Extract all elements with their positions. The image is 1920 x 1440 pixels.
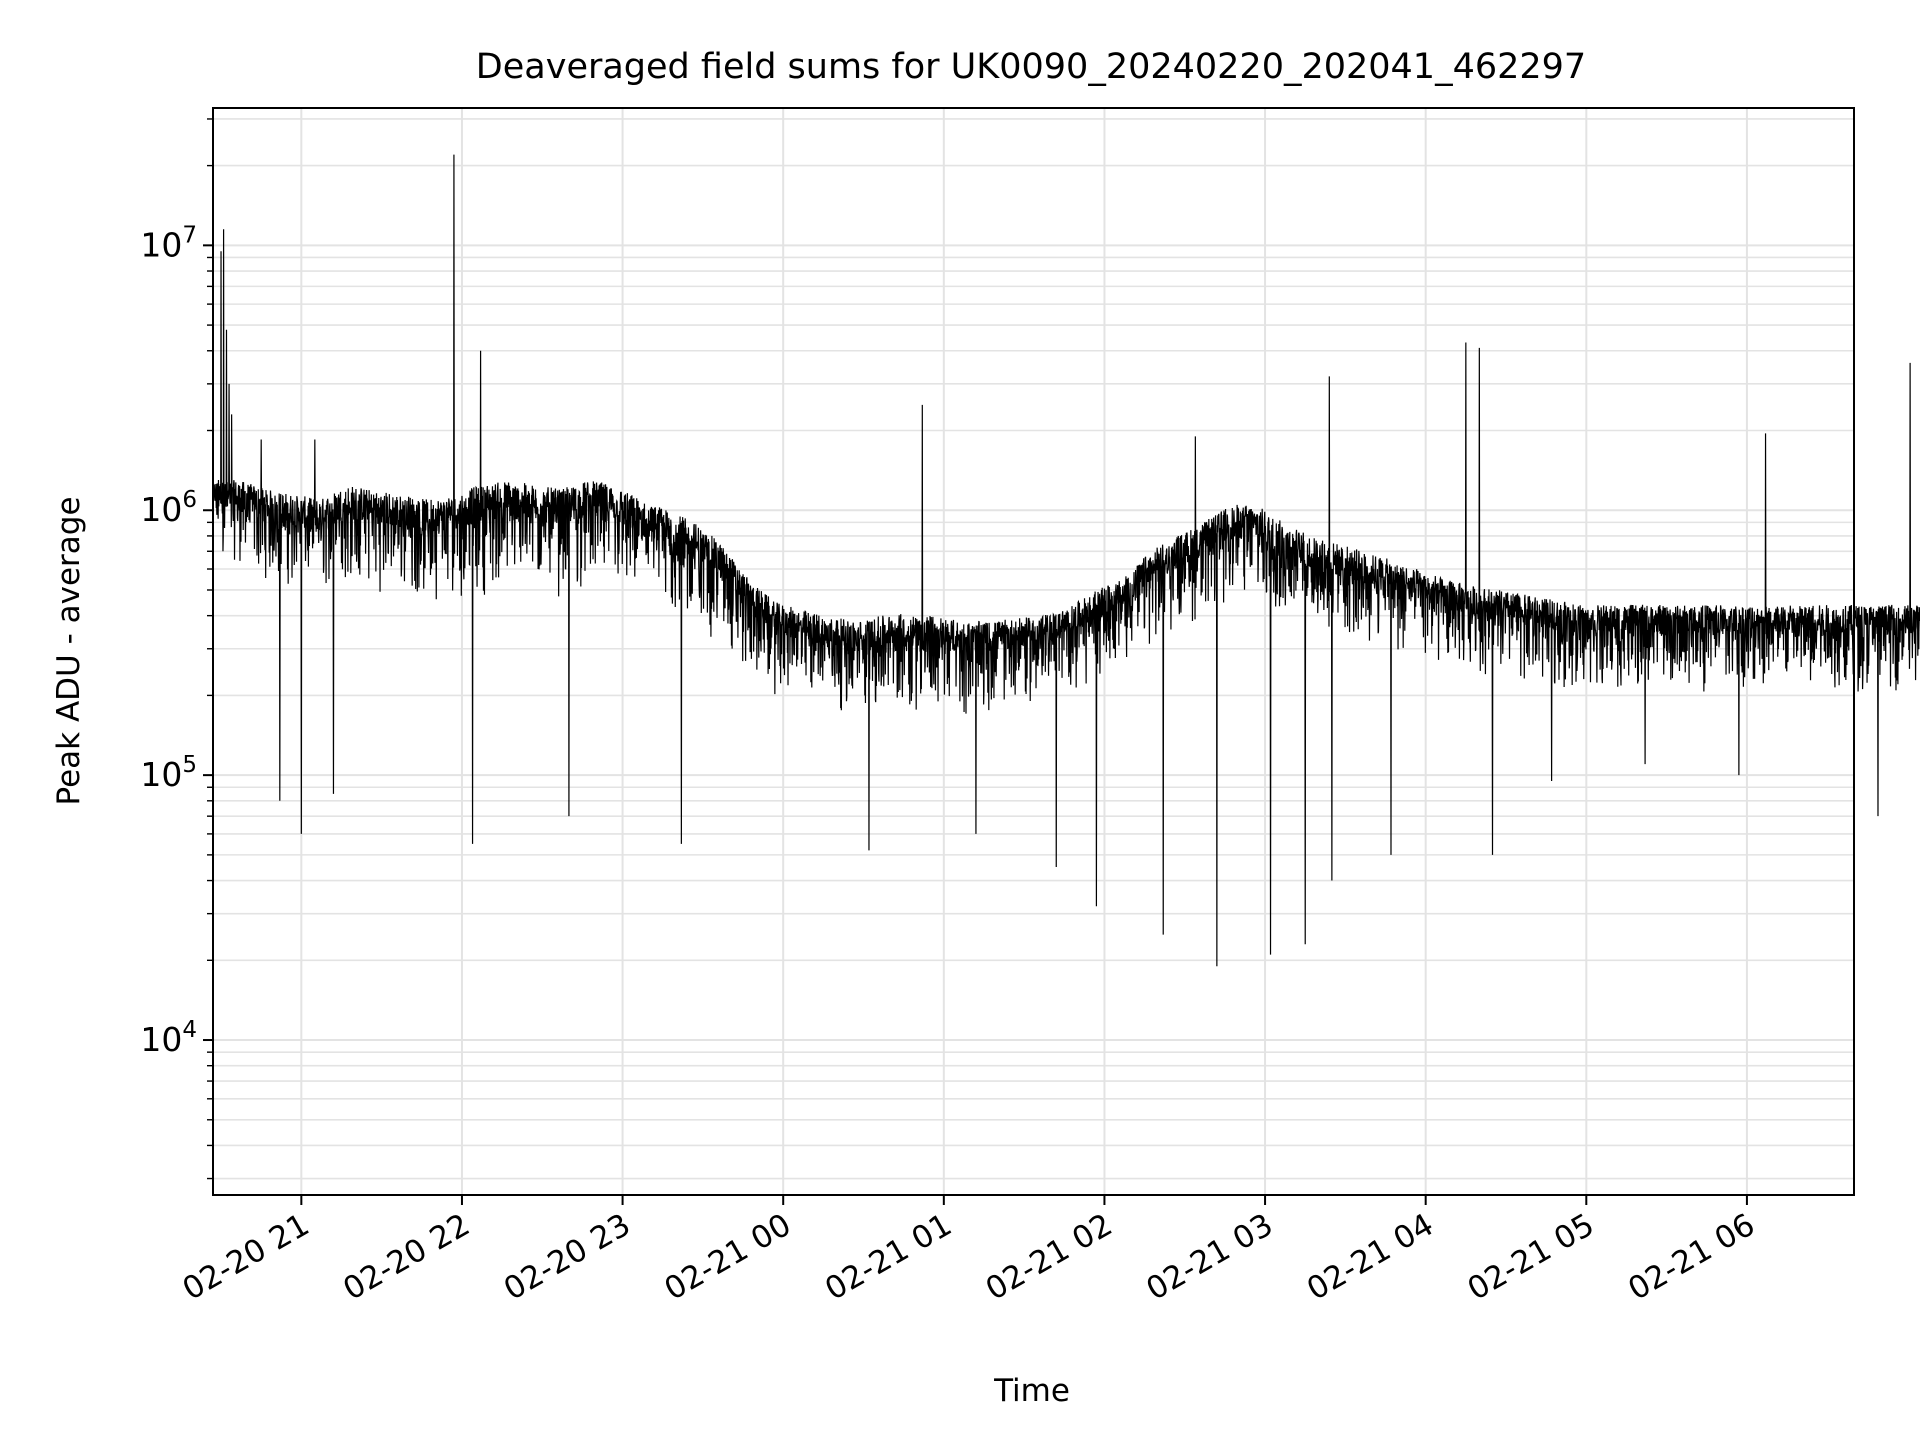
plot-series <box>212 154 1920 967</box>
series-line <box>212 154 1920 967</box>
x-tick-label: 02-21 04 <box>1301 1207 1440 1308</box>
x-axis: 02-20 21 02-20 22 02-20 23 02-21 00 02-21 01… <box>177 1195 1761 1308</box>
x-tick-label: 02-20 22 <box>337 1207 476 1308</box>
x-tick-label: 02-21 01 <box>819 1207 958 1308</box>
x-tick-label: 02-21 06 <box>1622 1207 1761 1308</box>
y-tick-label: 106 <box>140 487 197 529</box>
grid <box>213 108 1854 1195</box>
y-tick-label: 104 <box>140 1017 197 1059</box>
x-tick-label: 02-21 00 <box>658 1207 797 1308</box>
y-tick-label: 107 <box>140 222 197 264</box>
x-tick-label: 02-21 02 <box>980 1207 1119 1308</box>
x-tick-label: 02-20 21 <box>177 1207 316 1308</box>
x-tick-label: 02-20 23 <box>498 1207 637 1308</box>
y-axis-label: Peak ADU - average <box>51 496 87 805</box>
y-axis: 104 105 106 107 <box>140 118 213 1180</box>
chart-title: Deaveraged field sums for UK0090_2024022… <box>476 47 1586 87</box>
x-axis-label: Time <box>993 1373 1070 1409</box>
x-tick-label: 02-21 03 <box>1140 1207 1279 1308</box>
x-tick-label: 02-21 05 <box>1462 1207 1601 1308</box>
y-tick-label: 105 <box>140 752 197 794</box>
plot-frame <box>212 107 1855 1196</box>
